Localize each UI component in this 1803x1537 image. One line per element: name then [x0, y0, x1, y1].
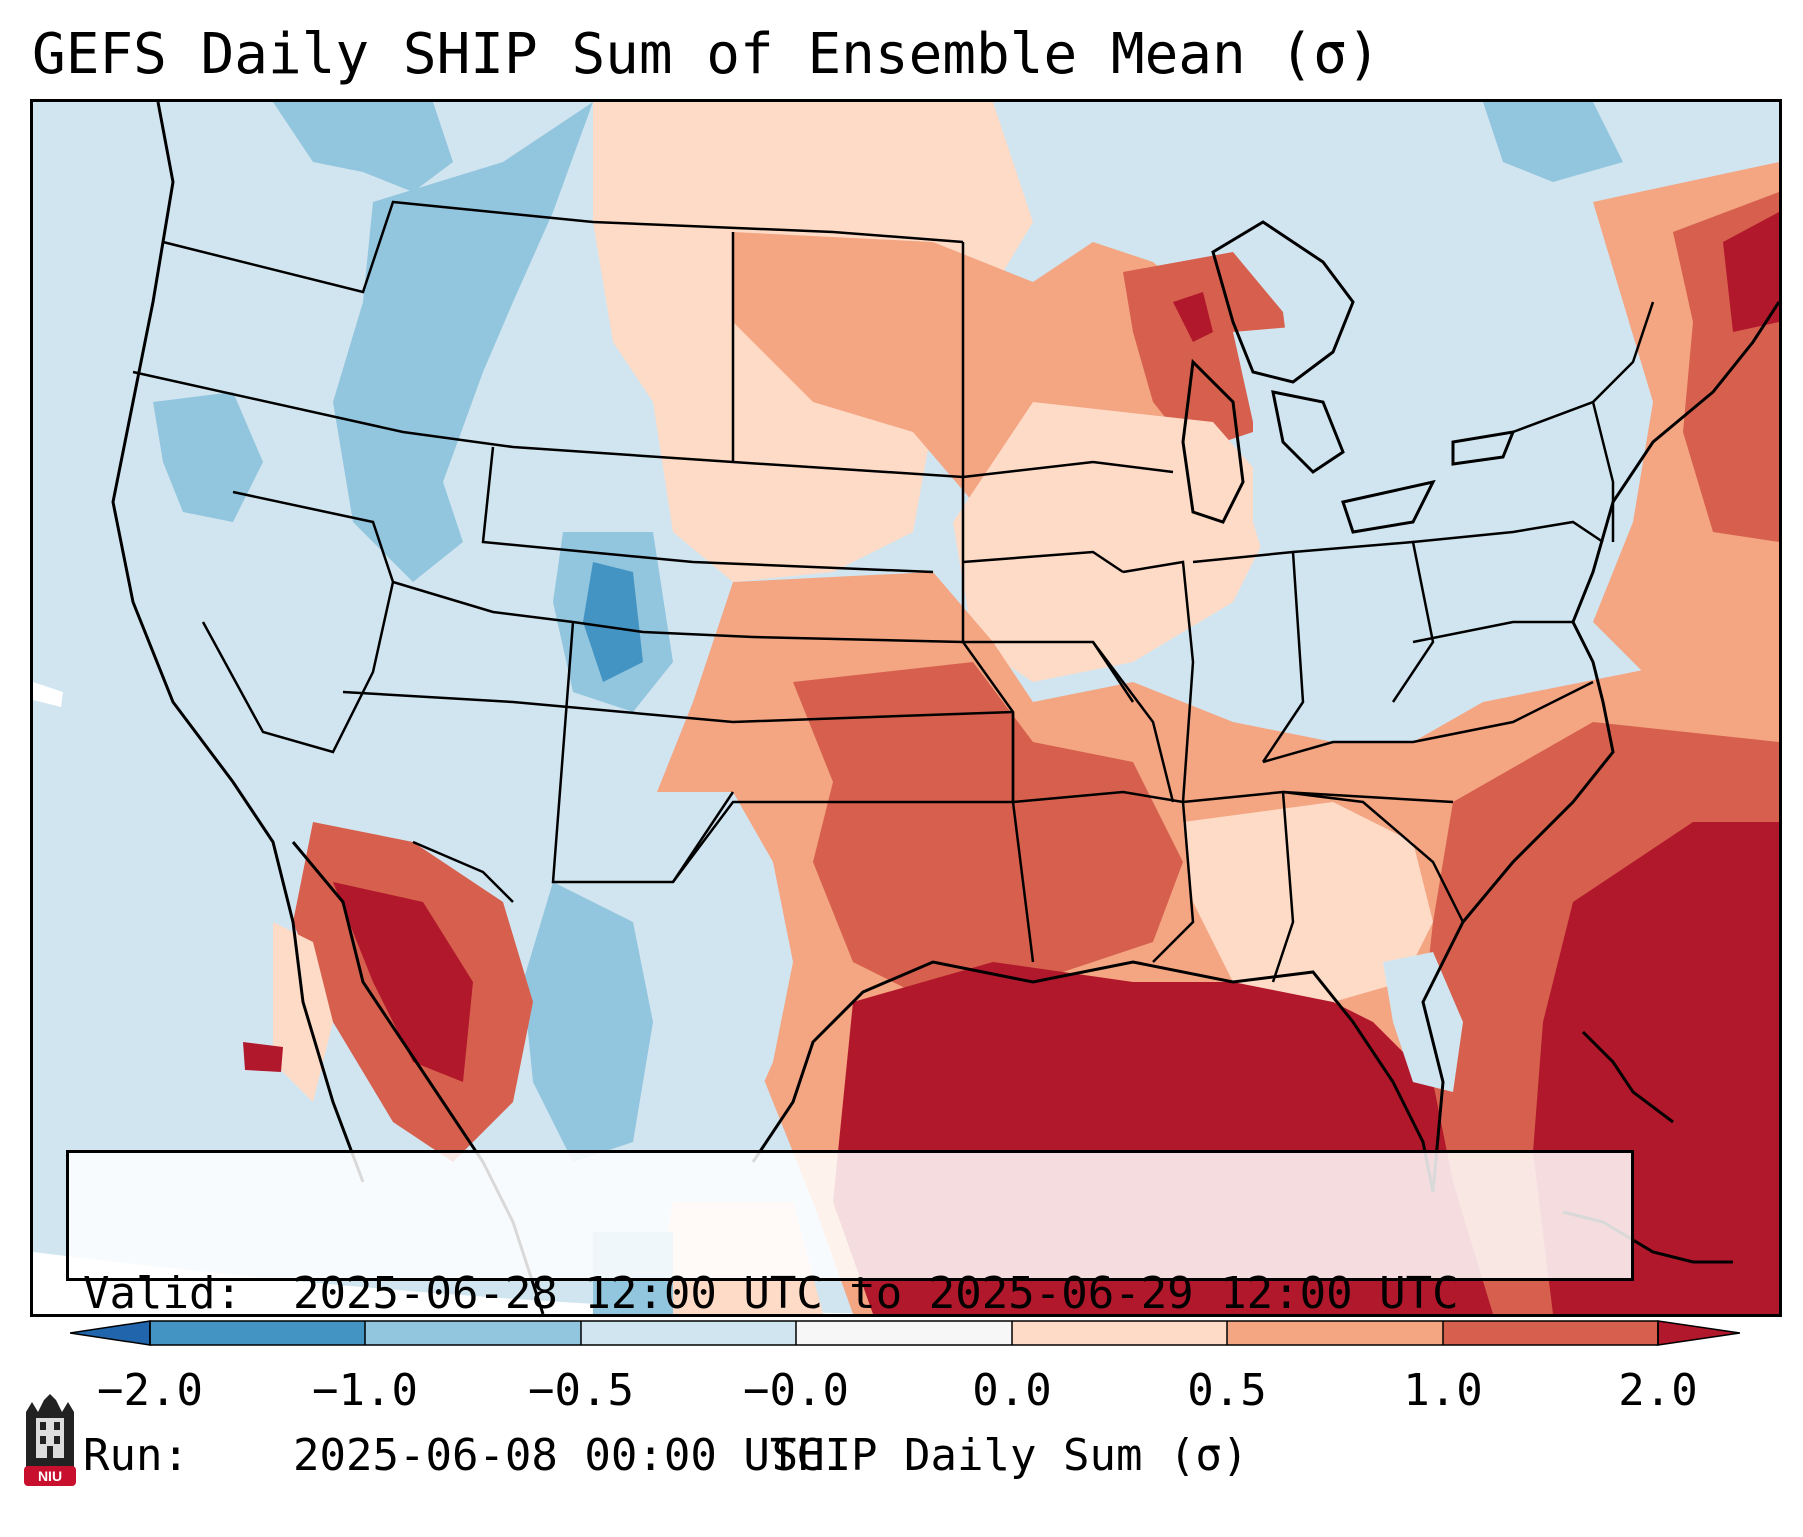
colorbar-tick: 2.0 — [1618, 1365, 1698, 1416]
castle-icon — [24, 1394, 76, 1486]
colorbar-segment-4 — [796, 1321, 1012, 1345]
colorbar-tick: −1.0 — [312, 1365, 418, 1416]
bahamas — [1581, 1030, 1674, 1124]
map-svg — [33, 102, 1779, 1314]
colorbar-tick: −2.0 — [97, 1365, 203, 1416]
colorbar-svg — [69, 1320, 1741, 1346]
colorbar-segment-6 — [1227, 1321, 1443, 1345]
colorbar-tick: 1.0 — [1403, 1365, 1483, 1416]
colorbar-tick: −0.5 — [528, 1365, 634, 1416]
region-northeast-weak-neg — [1233, 302, 1653, 662]
colorbar — [69, 1318, 1741, 1348]
valid-key: Valid: — [83, 1268, 242, 1319]
niu-logo: NIU — [22, 1392, 78, 1488]
run-row: Run: 2025-06-08 00:00 UTC — [83, 1429, 1617, 1483]
colorbar-segment-3 — [581, 1321, 796, 1345]
gulf-coastline — [751, 960, 1435, 1193]
logo-text: NIU — [37, 1468, 63, 1484]
atlantic-coastline — [1421, 301, 1779, 1193]
colorbar-segment-5 — [1012, 1321, 1227, 1345]
colorbar-extend-high — [1657, 1320, 1741, 1346]
run-key: Run: — [83, 1430, 189, 1481]
lake-michigan — [1181, 358, 1245, 524]
region-mexico-very-strong-pos — [333, 882, 473, 1082]
lake-huron — [1271, 390, 1345, 474]
colorbar-tick: 0.0 — [972, 1365, 1052, 1416]
lake-ontario — [1451, 430, 1516, 466]
region-south-strong-pos — [793, 662, 1183, 1002]
valid-row: Valid: 2025-06-28 12:00 UTC to 2025-06-2… — [83, 1267, 1617, 1321]
lake-erie — [1341, 479, 1436, 534]
colorbar-segment-7 — [1443, 1321, 1658, 1345]
colorbar-segment-2 — [365, 1321, 581, 1345]
colorbar-tick: −0.0 — [743, 1365, 849, 1416]
valid-value: 2025-06-28 12:00 UTC to 2025-06-29 12:00… — [293, 1268, 1459, 1319]
run-value: 2025-06-08 00:00 UTC — [293, 1430, 823, 1481]
map-title: GEFS Daily SHIP Sum of Ensemble Mean (σ) — [32, 22, 1381, 87]
region-idaho-neg — [333, 102, 593, 582]
state-borders — [132, 200, 1655, 983]
map-panel — [30, 99, 1782, 1317]
colorbar-tick: 0.5 — [1187, 1365, 1267, 1416]
colorbar-label: SHIP Daily Sum (σ) — [771, 1430, 1249, 1481]
lake-superior — [1211, 220, 1355, 384]
projection-edge — [33, 1252, 933, 1314]
region-colorado-strong-neg — [583, 562, 643, 682]
colorbar-extend-low — [69, 1320, 151, 1346]
valid-time-box: Valid: 2025-06-28 12:00 UTC to 2025-06-2… — [66, 1150, 1634, 1481]
colorbar-segment-1 — [150, 1321, 365, 1345]
west-coastline — [111, 102, 365, 1183]
